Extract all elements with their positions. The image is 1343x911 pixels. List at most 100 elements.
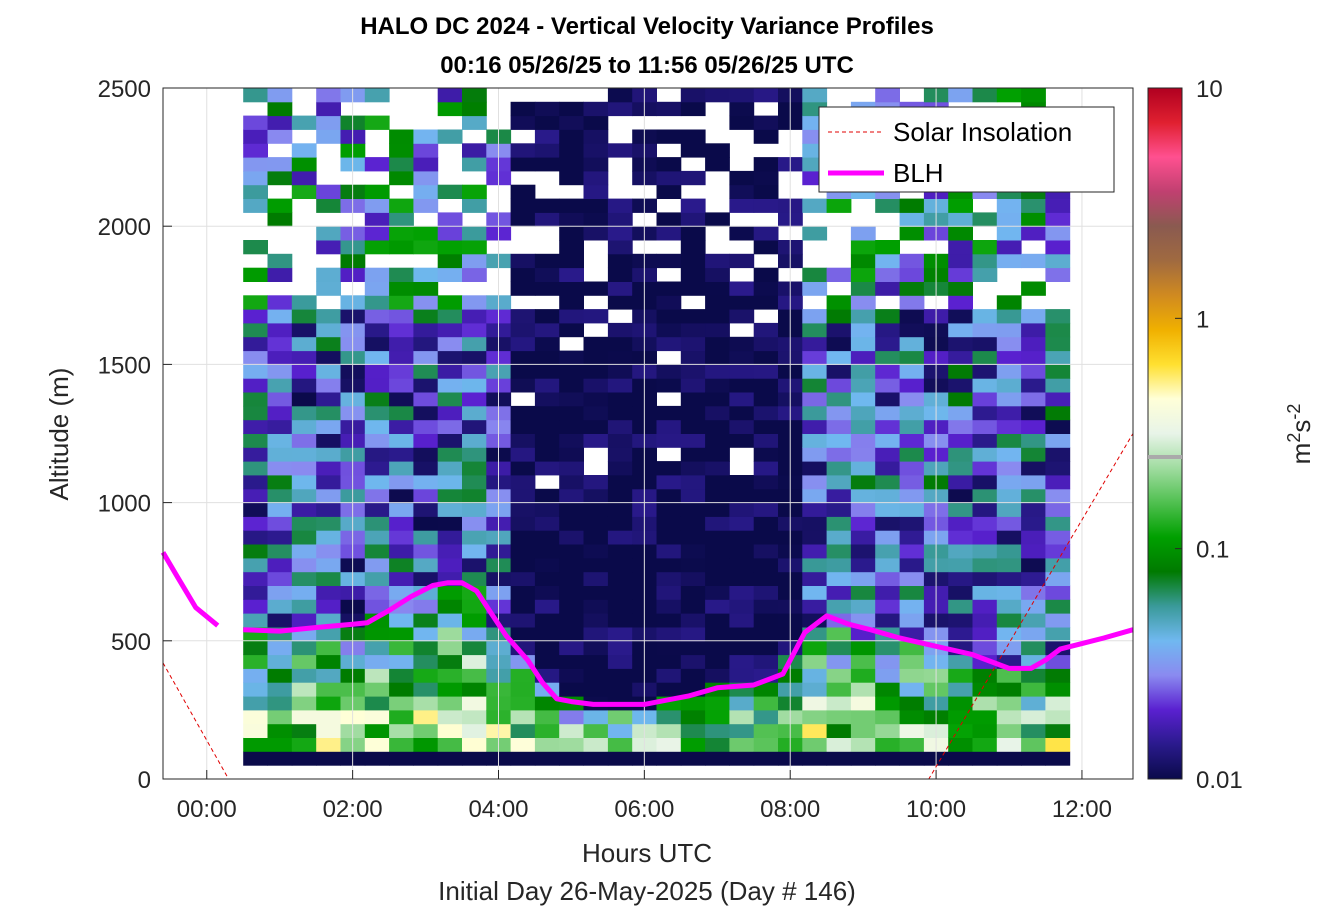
heatmap-cell xyxy=(389,709,414,725)
heatmap-cell xyxy=(607,226,633,241)
heatmap-cell xyxy=(437,682,463,697)
heatmap-cell xyxy=(899,737,925,752)
heatmap-cell xyxy=(607,295,633,310)
heatmap-cell xyxy=(462,419,487,434)
heatmap-cell xyxy=(948,253,973,269)
heatmap-cell xyxy=(510,737,536,752)
heatmap-cell xyxy=(802,640,828,656)
heatmap-cell xyxy=(243,682,268,697)
heatmap-cell xyxy=(437,295,463,310)
heatmap-cell xyxy=(656,461,682,476)
heatmap-cell xyxy=(559,143,584,158)
heatmap-cell xyxy=(1021,212,1046,227)
heatmap-cell xyxy=(437,654,463,669)
heatmap-cell xyxy=(607,613,633,628)
heatmap-cell xyxy=(607,502,633,517)
heatmap-cell xyxy=(364,392,390,407)
heatmap-cell xyxy=(510,516,536,531)
heatmap-cell xyxy=(389,322,414,338)
heatmap-cell xyxy=(875,654,900,669)
heatmap-cell xyxy=(680,723,706,738)
heatmap-cell xyxy=(1045,267,1071,282)
colorbar xyxy=(1147,87,1183,780)
heatmap-cell xyxy=(826,571,852,586)
heatmap-cell xyxy=(364,696,390,711)
heatmap-cell xyxy=(559,405,584,421)
heatmap-cell xyxy=(413,475,439,490)
heatmap-cell xyxy=(850,723,876,738)
heatmap-cell xyxy=(729,613,755,628)
heatmap-cell xyxy=(437,696,463,711)
heatmap-cell xyxy=(729,281,755,296)
heatmap-cell xyxy=(413,143,439,158)
heatmap-cell xyxy=(413,226,439,241)
heatmap-cell xyxy=(948,322,973,338)
heatmap-cell xyxy=(899,295,925,310)
heatmap-cell xyxy=(316,571,341,586)
heatmap-cell xyxy=(510,544,536,559)
heatmap-cell xyxy=(583,350,609,365)
heatmap-cell xyxy=(1045,682,1071,697)
heatmap-cell xyxy=(389,516,414,531)
heatmap-cell xyxy=(753,571,779,586)
heatmap-cell xyxy=(729,184,755,199)
heatmap-cell xyxy=(802,502,828,517)
heatmap-cell xyxy=(364,419,390,434)
heatmap-cell xyxy=(510,157,536,172)
heatmap-cell xyxy=(899,502,925,517)
heatmap-cell xyxy=(826,322,852,338)
heatmap-cell xyxy=(607,488,633,504)
heatmap-cell xyxy=(316,336,341,352)
heatmap-cell xyxy=(510,557,536,573)
heatmap-cell xyxy=(972,502,998,517)
heatmap-cell xyxy=(826,447,852,462)
heatmap-cell xyxy=(705,723,730,738)
heatmap-cell xyxy=(1045,557,1071,573)
heatmap-cell xyxy=(389,170,414,186)
heatmap-cell xyxy=(583,405,609,421)
heatmap-cell xyxy=(1045,240,1071,255)
heatmap-cell xyxy=(462,461,487,476)
heatmap-cell xyxy=(948,516,973,531)
heatmap-cell xyxy=(826,585,852,600)
heatmap-cell xyxy=(850,640,876,656)
heatmap-cell xyxy=(267,101,293,117)
heatmap-cell xyxy=(437,502,463,517)
heatmap-cell xyxy=(996,488,1022,504)
heatmap-cell xyxy=(680,267,706,282)
heatmap-cell xyxy=(753,530,779,545)
heatmap-cell xyxy=(291,364,317,379)
heatmap-cell xyxy=(462,640,487,656)
heatmap-cell xyxy=(899,488,925,504)
heatmap-cell xyxy=(583,364,609,379)
heatmap-cell xyxy=(753,737,779,752)
heatmap-cell xyxy=(534,544,560,559)
heatmap-cell xyxy=(462,751,487,766)
heatmap-cell xyxy=(753,516,779,531)
heatmap-cell xyxy=(899,364,925,379)
heatmap-cell xyxy=(996,709,1022,725)
heatmap-cell xyxy=(972,392,998,407)
heatmap-cell xyxy=(243,502,268,517)
heatmap-cell xyxy=(680,433,706,448)
heatmap-cell xyxy=(437,212,463,227)
heatmap-cell xyxy=(1045,433,1071,448)
heatmap-cell xyxy=(462,184,487,199)
heatmap-cell xyxy=(510,267,536,282)
heatmap-cell xyxy=(316,447,341,462)
heatmap-cell xyxy=(462,709,487,725)
heatmap-cell xyxy=(267,751,293,766)
heatmap-cell xyxy=(1021,696,1046,711)
heatmap-cell xyxy=(1021,350,1046,365)
heatmap-cell xyxy=(753,198,779,213)
heatmap-cell xyxy=(850,253,876,269)
heatmap-cell xyxy=(462,378,487,393)
heatmap-cell xyxy=(389,226,414,241)
heatmap-cell xyxy=(753,488,779,504)
heatmap-cell xyxy=(267,475,293,490)
heatmap-cell xyxy=(534,392,560,407)
heatmap-cell xyxy=(729,640,755,656)
heatmap-cell xyxy=(850,226,876,241)
heatmap-cell xyxy=(413,309,439,324)
